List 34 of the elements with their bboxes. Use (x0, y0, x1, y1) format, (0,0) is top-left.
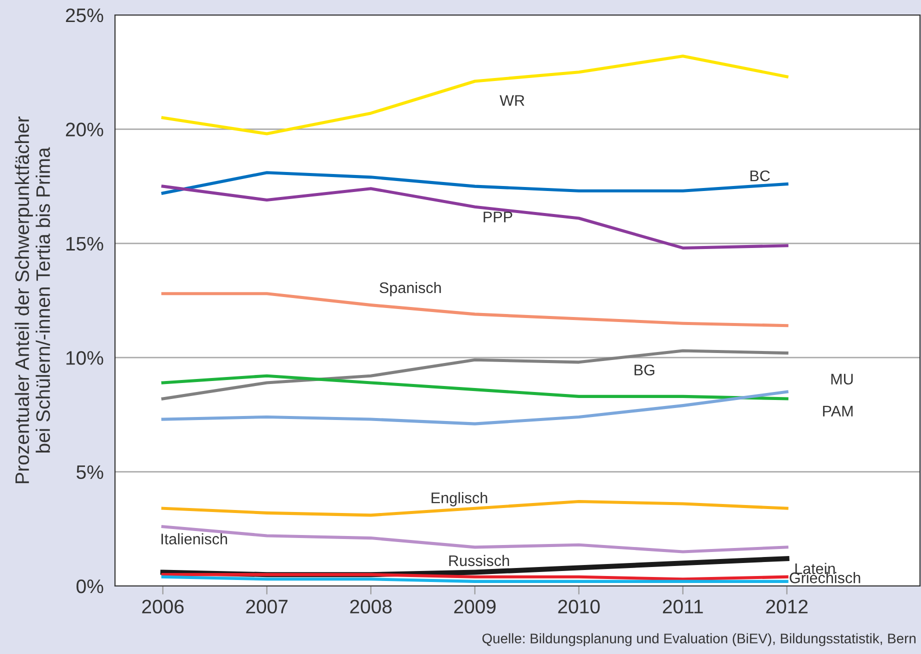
line-series (161, 184, 788, 250)
line-series (161, 54, 788, 136)
y-tick-label: 0% (76, 579, 104, 594)
series-label: Englisch (432, 492, 488, 506)
x-tick-label: 2006 (142, 600, 184, 614)
x-tick-label: 2012 (766, 600, 808, 614)
x-tick-label: 2009 (454, 600, 496, 614)
text: PAM (823, 406, 853, 416)
x-tick-label: 2007 (246, 600, 288, 614)
series-label: Griechisch (790, 572, 860, 584)
text: MU (831, 374, 853, 385)
source-note: Quelle: Bildungsplanung und Evaluation (BiEV), Bildungsstatistik, Bern (482, 633, 916, 646)
line-series (161, 390, 788, 426)
y-tick-label: 10% (66, 351, 104, 365)
series-label: PPP (484, 212, 512, 222)
x-tick-label: 2008 (350, 600, 392, 614)
y-tick-label: 20% (66, 122, 104, 136)
line-series (161, 171, 788, 195)
series-label: BC (750, 170, 770, 182)
series-label: Latein (795, 562, 835, 574)
line-series (161, 525, 788, 554)
line-series (161, 374, 788, 400)
y-tick-label: 25% (66, 8, 104, 22)
series-label: Russisch (449, 554, 510, 566)
series-label: Spanisch (380, 282, 441, 296)
x-tick-label: 2010 (558, 600, 600, 614)
x-tick-label: 2011 (662, 600, 703, 614)
y-tick-label: 15% (66, 236, 104, 251)
series-label: BG (634, 364, 654, 376)
series-label: WR (500, 95, 524, 106)
line-series (161, 349, 788, 400)
y-axis-title: Prozentualer Anteil der Schwerpunktfächer bei Schülern/-innen Tertia bis Prima (14, 116, 50, 484)
series-label: Italienisch (161, 533, 228, 544)
y-tick-label: 5% (76, 465, 104, 480)
